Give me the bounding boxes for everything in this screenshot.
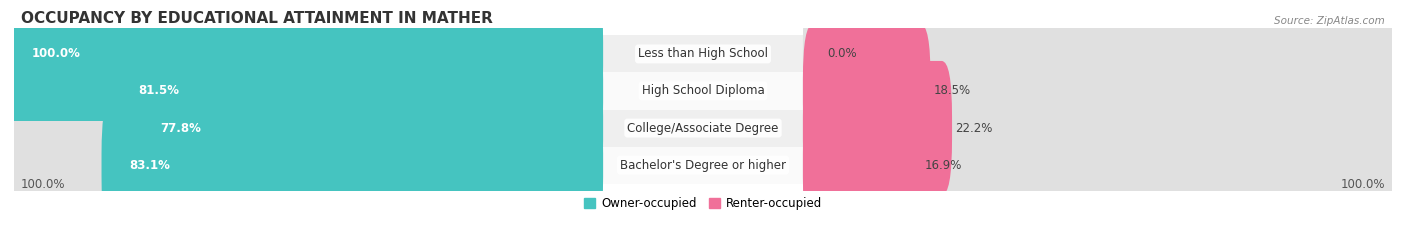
FancyBboxPatch shape <box>803 0 1402 121</box>
FancyBboxPatch shape <box>14 110 1392 147</box>
FancyBboxPatch shape <box>803 61 952 195</box>
FancyBboxPatch shape <box>111 24 603 158</box>
FancyBboxPatch shape <box>4 0 603 121</box>
Text: 81.5%: 81.5% <box>138 85 180 97</box>
FancyBboxPatch shape <box>803 98 1402 232</box>
FancyBboxPatch shape <box>4 0 603 121</box>
Text: 100.0%: 100.0% <box>21 178 66 191</box>
Text: 77.8%: 77.8% <box>160 122 201 134</box>
FancyBboxPatch shape <box>803 61 1402 195</box>
FancyBboxPatch shape <box>803 98 921 232</box>
FancyBboxPatch shape <box>14 147 1392 184</box>
FancyBboxPatch shape <box>4 98 603 232</box>
FancyBboxPatch shape <box>132 61 603 195</box>
Text: 100.0%: 100.0% <box>1340 178 1385 191</box>
FancyBboxPatch shape <box>4 61 603 195</box>
Text: 18.5%: 18.5% <box>934 85 972 97</box>
FancyBboxPatch shape <box>101 98 603 232</box>
FancyBboxPatch shape <box>14 72 1392 110</box>
FancyBboxPatch shape <box>803 24 1402 158</box>
Legend: Owner-occupied, Renter-occupied: Owner-occupied, Renter-occupied <box>579 192 827 215</box>
Text: 0.0%: 0.0% <box>827 47 856 60</box>
Text: College/Associate Degree: College/Associate Degree <box>627 122 779 134</box>
FancyBboxPatch shape <box>803 24 931 158</box>
Text: Less than High School: Less than High School <box>638 47 768 60</box>
Text: 83.1%: 83.1% <box>129 159 170 172</box>
FancyBboxPatch shape <box>4 24 603 158</box>
Text: Bachelor's Degree or higher: Bachelor's Degree or higher <box>620 159 786 172</box>
Text: High School Diploma: High School Diploma <box>641 85 765 97</box>
Text: OCCUPANCY BY EDUCATIONAL ATTAINMENT IN MATHER: OCCUPANCY BY EDUCATIONAL ATTAINMENT IN M… <box>21 11 494 26</box>
Text: 100.0%: 100.0% <box>31 47 80 60</box>
FancyBboxPatch shape <box>14 35 1392 72</box>
Text: Source: ZipAtlas.com: Source: ZipAtlas.com <box>1274 16 1385 26</box>
Text: 22.2%: 22.2% <box>956 122 993 134</box>
Text: 16.9%: 16.9% <box>925 159 962 172</box>
